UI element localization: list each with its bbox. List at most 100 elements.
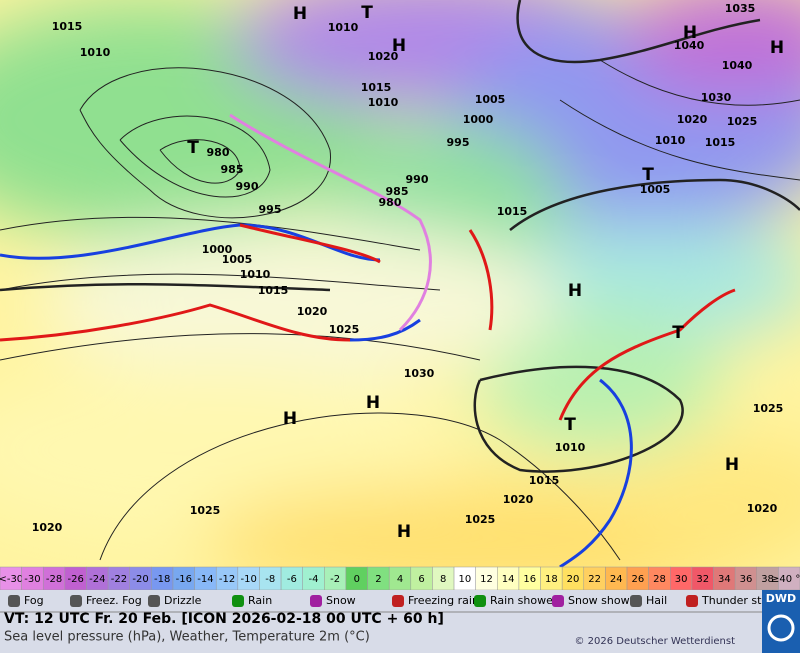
scale-label: -8 bbox=[265, 574, 275, 585]
pressure-center: H bbox=[366, 393, 380, 413]
description: Sea level pressure (hPa), Weather, Tempe… bbox=[4, 630, 370, 645]
legend-label: Hail bbox=[646, 594, 667, 607]
pressure-label: 1020 bbox=[32, 521, 63, 534]
legend-label: Snow bbox=[326, 594, 356, 607]
pressure-label: 1015 bbox=[497, 205, 528, 218]
legend-label: Freezing rain bbox=[408, 594, 479, 607]
legend-icon bbox=[392, 595, 404, 607]
pressure-label: 1025 bbox=[727, 115, 758, 128]
scale-label: -24 bbox=[89, 574, 105, 585]
scale-label: 4 bbox=[397, 574, 403, 585]
legend-icon bbox=[232, 595, 244, 607]
pressure-center: H bbox=[568, 281, 582, 301]
valid-time: VT: 12 UTC Fr. 20 Feb. [ICON 2026-02-18 … bbox=[4, 611, 444, 627]
scale-label: 38 bbox=[761, 574, 774, 585]
pressure-label: 1015 bbox=[52, 20, 83, 33]
scale-label: 22 bbox=[588, 574, 601, 585]
pressure-center: T bbox=[642, 165, 654, 185]
scale-label: 18 bbox=[545, 574, 558, 585]
scale-label: -14 bbox=[197, 574, 213, 585]
pressure-label: 1015 bbox=[529, 474, 560, 487]
legend-icon bbox=[552, 595, 564, 607]
pressure-label: 1000 bbox=[202, 243, 233, 256]
scale-label: 26 bbox=[631, 574, 644, 585]
scale-label: -30 bbox=[24, 574, 40, 585]
pressure-label: 1015 bbox=[361, 81, 392, 94]
legend-label: Rain shower bbox=[490, 594, 558, 607]
pressure-center: H bbox=[683, 23, 697, 43]
pressure-label: 990 bbox=[406, 173, 429, 186]
pressure-label: 1005 bbox=[222, 253, 253, 266]
pressure-center: H bbox=[293, 4, 307, 24]
temperature-field bbox=[0, 0, 800, 600]
legend-label: Snow shower bbox=[568, 594, 641, 607]
pressure-label: 1020 bbox=[368, 50, 399, 63]
scale-label: 10 bbox=[458, 574, 471, 585]
legend-icon bbox=[310, 595, 322, 607]
legend-icon bbox=[8, 595, 20, 607]
pressure-label: 1020 bbox=[677, 113, 708, 126]
legend-icon bbox=[630, 595, 642, 607]
pressure-center: H bbox=[397, 522, 411, 542]
pressure-label: 1040 bbox=[674, 39, 705, 52]
pressure-label: 990 bbox=[236, 180, 259, 193]
pressure-label: 1020 bbox=[297, 305, 328, 318]
pressure-label: 1015 bbox=[705, 136, 736, 149]
scale-label: -4 bbox=[309, 574, 319, 585]
pressure-center: H bbox=[283, 409, 297, 429]
pressure-label: 1010 bbox=[80, 46, 111, 59]
legend-label: Freez. Fog bbox=[86, 594, 142, 607]
isobars bbox=[0, 0, 800, 561]
pressure-label: 1010 bbox=[555, 441, 586, 454]
scale-label: -20 bbox=[132, 574, 148, 585]
logo: DWD bbox=[766, 592, 796, 605]
pressure-label: 1030 bbox=[404, 367, 435, 380]
fronts bbox=[0, 113, 736, 569]
legend-label: Drizzle bbox=[164, 594, 202, 607]
scale-label: 24 bbox=[610, 574, 623, 585]
pressure-label: 1040 bbox=[722, 59, 753, 72]
pressure-label: 995 bbox=[447, 136, 470, 149]
pressure-label: 1010 bbox=[368, 96, 399, 109]
scale-label: -18 bbox=[154, 574, 170, 585]
pressure-label: 980 bbox=[207, 146, 230, 159]
logo-swirl bbox=[767, 614, 795, 642]
pressure-label: 985 bbox=[386, 185, 409, 198]
scale-label: -2 bbox=[330, 574, 340, 585]
scale-label: -12 bbox=[219, 574, 235, 585]
pressure-label: 1025 bbox=[465, 513, 496, 526]
scale-label: -6 bbox=[287, 574, 297, 585]
scale-label: 32 bbox=[696, 574, 709, 585]
logo-box bbox=[762, 590, 800, 653]
pressure-label: 995 bbox=[259, 203, 282, 216]
pressure-center: T bbox=[672, 323, 684, 343]
pressure-label: 1025 bbox=[190, 504, 221, 517]
scale-label: 30 bbox=[675, 574, 688, 585]
pressure-label: 1000 bbox=[463, 113, 494, 126]
pressure-center: T bbox=[361, 3, 373, 23]
scale-label: -26 bbox=[68, 574, 84, 585]
copyright: © 2026 Deutscher Wetterdienst bbox=[574, 636, 735, 647]
legend-label: Rain bbox=[248, 594, 272, 607]
scale-label: 12 bbox=[480, 574, 493, 585]
scale-label: -28 bbox=[46, 574, 62, 585]
pressure-label: 985 bbox=[221, 163, 244, 176]
scale-label: 2 bbox=[375, 574, 381, 585]
pressure-center: T bbox=[564, 415, 576, 435]
scale-label: ≥40 °C bbox=[771, 574, 800, 585]
legend-icon bbox=[474, 595, 486, 607]
pressure-label: 1015 bbox=[258, 284, 289, 297]
scale-label: <-30 bbox=[0, 574, 23, 585]
scale-label: 0 bbox=[354, 574, 360, 585]
scale-label: 16 bbox=[523, 574, 536, 585]
scale-label: -10 bbox=[240, 574, 256, 585]
legend-label: Fog bbox=[24, 594, 44, 607]
legend-icon bbox=[148, 595, 160, 607]
scale-label: -22 bbox=[111, 574, 127, 585]
pressure-center: T bbox=[187, 138, 199, 158]
pressure-label: 1025 bbox=[329, 323, 360, 336]
scale-label: 20 bbox=[567, 574, 580, 585]
pressure-center: H bbox=[392, 36, 406, 56]
